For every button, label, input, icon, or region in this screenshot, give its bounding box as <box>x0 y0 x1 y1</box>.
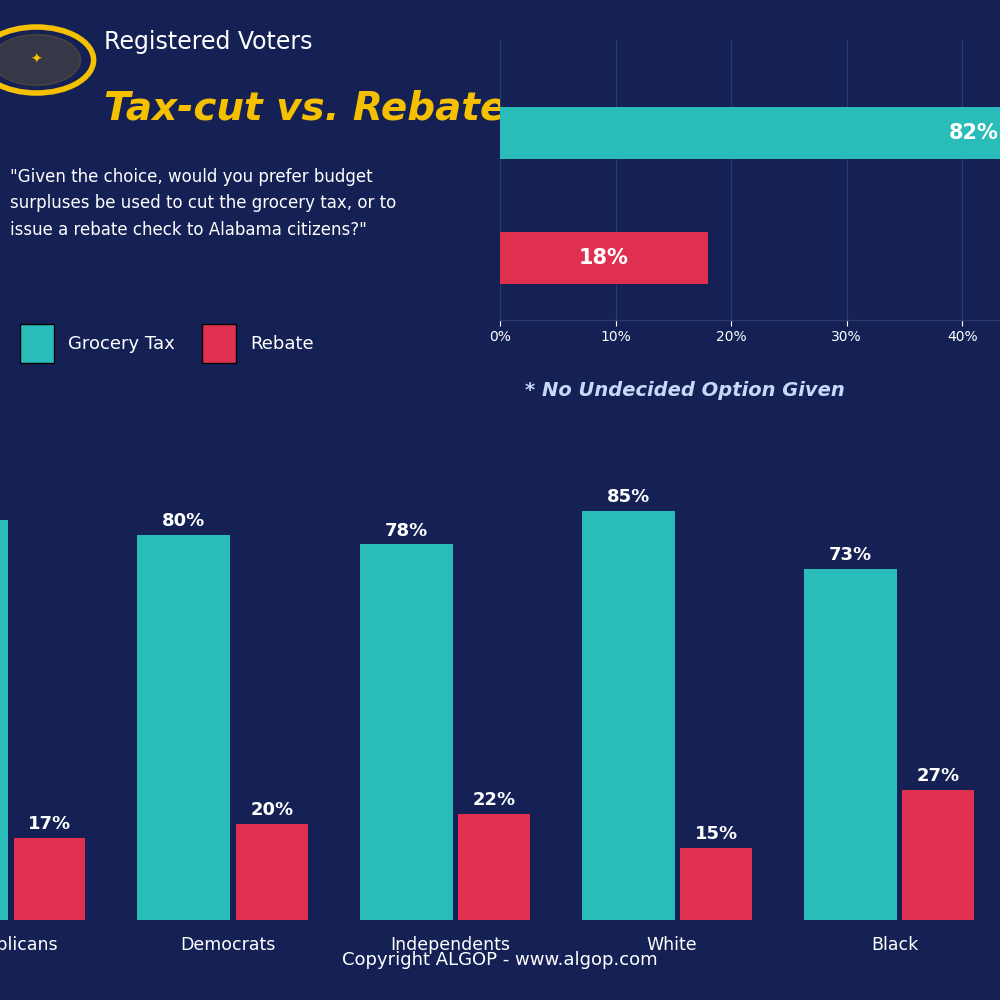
Text: ✦: ✦ <box>31 53 42 67</box>
Bar <box>360 544 453 920</box>
Bar <box>902 790 974 920</box>
Bar <box>500 107 1000 159</box>
Text: Grocery Tax: Grocery Tax <box>68 335 175 353</box>
Text: 80%: 80% <box>162 512 205 530</box>
Text: 85%: 85% <box>607 488 650 506</box>
Text: Copyright ALGOP - www.algop.com: Copyright ALGOP - www.algop.com <box>342 951 658 969</box>
Bar <box>500 232 708 284</box>
Bar <box>458 814 530 920</box>
Text: 22%: 22% <box>472 791 515 809</box>
Bar <box>14 838 85 920</box>
Circle shape <box>0 34 81 86</box>
Text: 78%: 78% <box>384 522 428 540</box>
Text: 15%: 15% <box>695 825 738 843</box>
FancyBboxPatch shape <box>202 324 236 362</box>
Bar <box>680 848 752 920</box>
FancyBboxPatch shape <box>20 324 54 362</box>
Text: 17%: 17% <box>28 815 71 833</box>
Text: 73%: 73% <box>829 546 872 564</box>
Bar <box>236 824 308 920</box>
Text: 18%: 18% <box>579 248 629 268</box>
Text: Registered Voters: Registered Voters <box>104 30 312 54</box>
Text: Tax-cut vs. Rebate: Tax-cut vs. Rebate <box>104 90 506 128</box>
Bar <box>582 511 675 920</box>
Bar <box>137 535 230 920</box>
Text: * No Undecided Option Given: * No Undecided Option Given <box>525 380 845 399</box>
Text: 82%: 82% <box>949 123 999 143</box>
Bar <box>804 569 897 920</box>
Text: Rebate: Rebate <box>250 335 314 353</box>
Text: 27%: 27% <box>917 767 960 785</box>
Text: "Given the choice, would you prefer budget
surpluses be used to cut the grocery : "Given the choice, would you prefer budg… <box>10 168 397 239</box>
Bar <box>0 520 8 920</box>
Text: 20%: 20% <box>250 801 293 819</box>
